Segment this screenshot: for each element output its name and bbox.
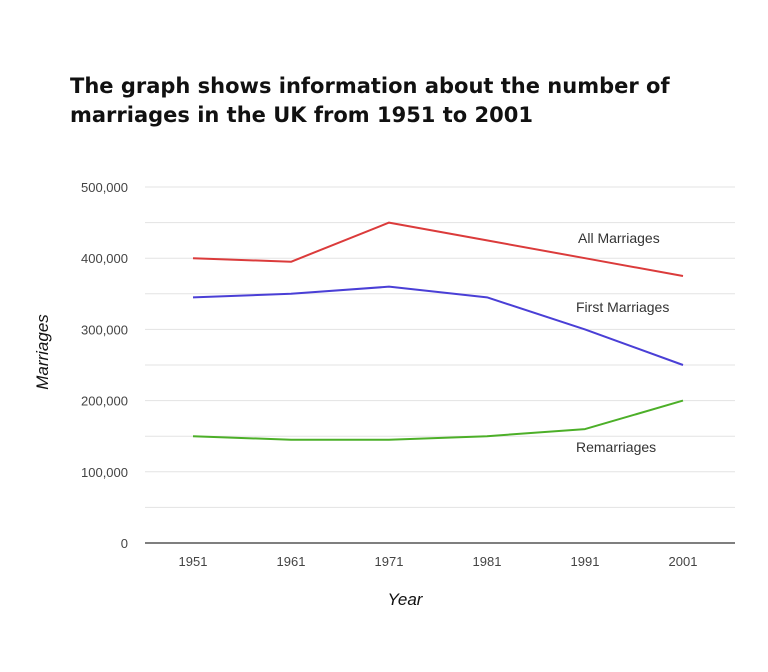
x-tick-label: 2001 [669,554,698,569]
series-line-0 [192,221,684,277]
x-tick-label: 1971 [375,554,404,569]
y-tick-label: 300,000 [81,322,128,337]
x-tick-label: 1981 [473,554,502,569]
x-tick-label: 1961 [277,554,306,569]
x-tick-label: 1991 [571,554,600,569]
series-label-2: Remarriages [576,439,656,455]
y-axis-title: Marriages [33,314,52,390]
series-lines [192,221,684,441]
series-line-1 [192,285,684,366]
series-line-2 [192,399,684,441]
y-tick-label: 200,000 [81,394,128,409]
chart-title: The graph shows information about the nu… [70,74,670,127]
y-tick-labels: 0 100,000 200,000 300,000 400,000 500,000 [81,180,128,551]
y-tick-label: 0 [121,536,128,551]
y-tick-label: 400,000 [81,251,128,266]
x-axis-title: Year [388,590,424,609]
y-tick-label: 500,000 [81,180,128,195]
series-label-1: First Marriages [576,299,669,315]
series-label-0: All Marriages [578,230,660,246]
series-labels: All Marriages First Marriages Remarriages [576,230,669,455]
x-tick-labels: 1951 1961 1971 1981 1991 2001 [179,554,698,569]
x-tick-label: 1951 [179,554,208,569]
gridlines [145,186,735,508]
y-tick-label: 100,000 [81,465,128,480]
